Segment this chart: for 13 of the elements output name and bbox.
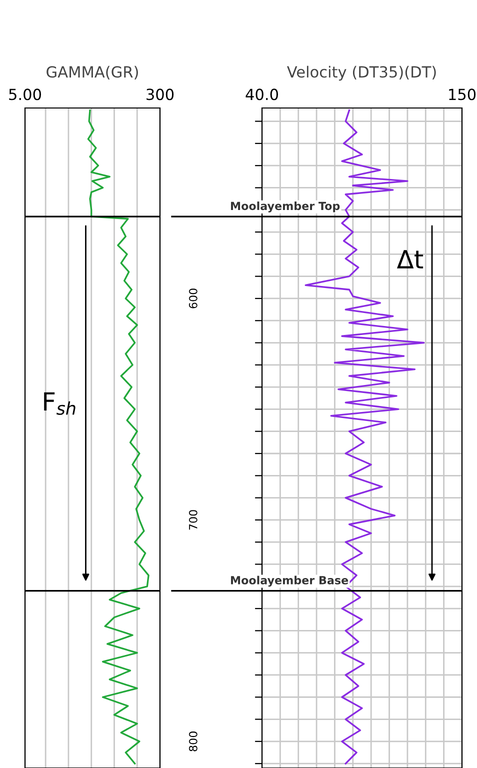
y-tick-label: 800 bbox=[188, 732, 198, 752]
x-tick-label: 5.00 bbox=[9, 88, 41, 100]
x-tick-label: 40.0 bbox=[246, 88, 278, 100]
y-tick-label: 700 bbox=[188, 510, 198, 530]
annotation: Δt bbox=[396, 250, 424, 268]
chart-title: Velocity (DT35)(DT) bbox=[286, 66, 436, 81]
ref-line-label: Moolayember Base bbox=[231, 576, 348, 587]
ref-line-label: Moolayember Top bbox=[231, 202, 340, 212]
annotation: F$_{sh}$ bbox=[44, 392, 76, 415]
x-tick-label: 300 bbox=[146, 88, 174, 100]
y-tick-label: 600 bbox=[188, 288, 198, 308]
x-tick-label: 150 bbox=[449, 88, 476, 100]
chart-title: GAMMA(GR) bbox=[46, 66, 138, 80]
